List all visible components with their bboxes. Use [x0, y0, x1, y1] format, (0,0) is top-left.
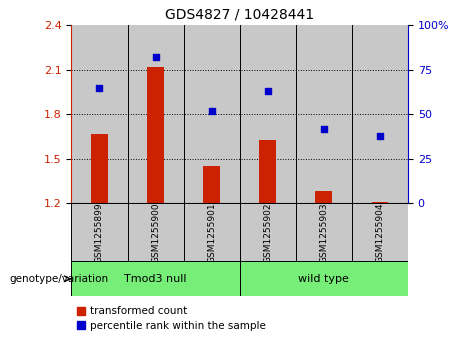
Point — [376, 133, 384, 139]
Text: GSM1255899: GSM1255899 — [95, 202, 104, 263]
Text: GSM1255904: GSM1255904 — [375, 202, 384, 262]
Bar — [315, 191, 332, 203]
Bar — [91, 134, 108, 203]
Text: wild type: wild type — [298, 274, 349, 284]
Bar — [183, 25, 240, 203]
Text: GSM1255900: GSM1255900 — [151, 202, 160, 263]
Bar — [71, 261, 240, 296]
Bar — [240, 25, 296, 203]
Bar — [240, 261, 408, 296]
Bar — [296, 25, 352, 203]
Text: GSM1255901: GSM1255901 — [207, 202, 216, 263]
Bar — [203, 166, 220, 203]
Point — [264, 88, 272, 94]
Title: GDS4827 / 10428441: GDS4827 / 10428441 — [165, 8, 314, 21]
Bar — [352, 25, 408, 203]
Bar — [240, 203, 296, 261]
Point — [320, 126, 327, 131]
Text: GSM1255902: GSM1255902 — [263, 202, 272, 262]
Point — [208, 108, 215, 114]
Bar — [71, 25, 128, 203]
Point — [152, 54, 160, 60]
Bar — [128, 203, 183, 261]
Bar — [372, 202, 388, 203]
Text: genotype/variation: genotype/variation — [9, 274, 108, 284]
Point — [96, 85, 103, 91]
Text: Tmod3 null: Tmod3 null — [124, 274, 187, 284]
Bar — [260, 139, 276, 203]
Bar — [128, 25, 183, 203]
Bar — [147, 67, 164, 203]
Legend: transformed count, percentile rank within the sample: transformed count, percentile rank withi… — [77, 306, 266, 331]
Bar — [183, 203, 240, 261]
Text: GSM1255903: GSM1255903 — [319, 202, 328, 263]
Bar — [71, 203, 128, 261]
Bar — [352, 203, 408, 261]
Bar — [296, 203, 352, 261]
